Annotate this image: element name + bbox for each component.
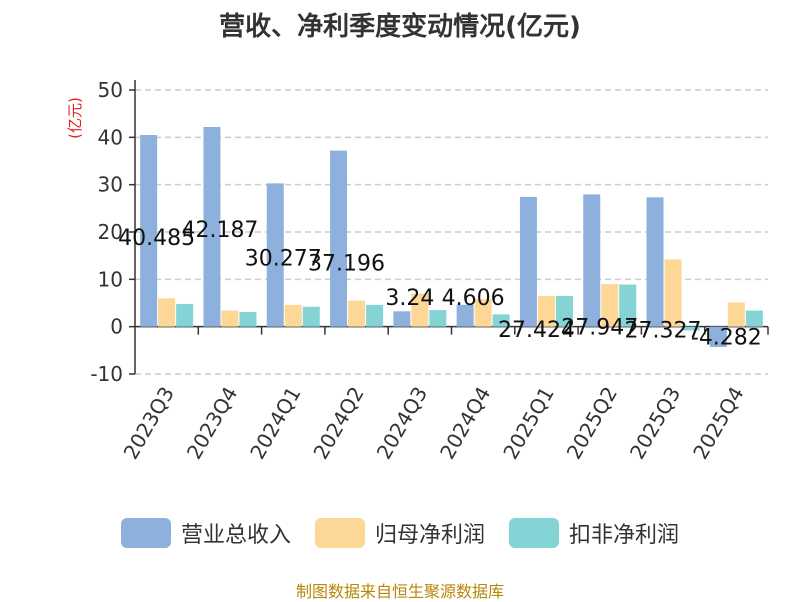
x-tick-label: 2024Q4 (435, 383, 495, 464)
bar-revenue (203, 126, 221, 327)
legend-swatch-deducted-profit (509, 518, 559, 548)
x-tick-label: 2024Q1 (245, 383, 305, 464)
y-axis-label: (亿元) (66, 97, 84, 139)
bar-revenue (140, 135, 158, 327)
y-tick-label: 40 (98, 125, 123, 149)
data-label: 3.24 (385, 286, 434, 311)
bar-net-profit (284, 304, 302, 327)
legend-label-revenue: 营业总收入 (180, 523, 291, 548)
bar-revenue (393, 311, 411, 327)
chart-title: 营收、净利季度变动情况(亿元) (219, 12, 581, 42)
x-tick-label: 2023Q4 (182, 383, 242, 464)
legend-item-revenue[interactable]: 营业总收入 (120, 517, 291, 549)
bar-deducted-profit (366, 304, 384, 327)
data-label: 37.196 (308, 252, 385, 277)
y-tick-label: -10 (90, 362, 123, 386)
bar-deducted-profit (555, 295, 573, 327)
data-label: 4.606 (442, 286, 505, 311)
bar-deducted-profit (239, 311, 257, 327)
legend: 营业总收入 归母净利润 扣非净利润 (0, 517, 800, 549)
bar-revenue (456, 304, 474, 327)
bar-deducted-profit (619, 284, 637, 327)
y-tick-label: 0 (110, 315, 123, 339)
bar-net-profit (158, 298, 176, 327)
legend-label-deducted-profit: 扣非净利润 (569, 523, 680, 548)
data-label: 27.327 (625, 318, 702, 343)
bar-net-profit (664, 259, 682, 327)
bar-deducted-profit (745, 310, 763, 327)
x-tick-label: 2025Q4 (688, 383, 748, 464)
data-label: 40.485 (118, 226, 195, 251)
x-tick-label: 2024Q3 (372, 383, 432, 464)
x-tick-label: 2025Q1 (498, 383, 558, 464)
bar-deducted-profit (429, 310, 447, 327)
y-tick-label: 50 (98, 78, 123, 102)
x-tick-label: 2025Q2 (562, 383, 622, 464)
bar-net-profit (601, 284, 619, 327)
bar-deducted-profit (492, 314, 510, 327)
data-label: -4.282 (691, 326, 762, 351)
legend-label-net-profit: 归母净利润 (374, 523, 485, 548)
bar-net-profit (727, 302, 745, 327)
bar-net-profit (411, 293, 429, 327)
y-tick-label: 30 (98, 173, 123, 197)
data-label: 30.277 (245, 246, 322, 271)
bar-revenue (646, 197, 664, 327)
data-source-note: 制图数据来自恒生聚源数据库 (295, 582, 504, 601)
bar-deducted-profit (176, 303, 194, 327)
legend-swatch-net-profit (314, 518, 365, 548)
bar-net-profit (474, 299, 492, 327)
bar-revenue (519, 196, 537, 327)
bar-deducted-profit (682, 326, 700, 331)
bar-revenue (583, 194, 601, 327)
x-tick-label: 2025Q3 (625, 383, 685, 464)
legend-item-deducted-profit[interactable]: 扣非净利润 (509, 517, 679, 549)
bar-net-profit (537, 295, 555, 327)
bar-revenue (266, 183, 284, 327)
x-tick-label: 2024Q2 (308, 383, 368, 464)
data-label: 42.187 (181, 218, 258, 243)
bar-revenue (330, 150, 348, 327)
bar-net-profit (348, 300, 366, 327)
data-label: 27.424 (498, 318, 575, 343)
bar-deducted-profit (302, 306, 320, 327)
bar-net-profit (221, 310, 239, 327)
y-tick-label: 10 (98, 267, 123, 291)
legend-swatch-revenue (120, 518, 171, 548)
data-label: 27.947 (561, 315, 638, 340)
legend-item-net-profit[interactable]: 归母净利润 (314, 517, 485, 549)
y-tick-label: 20 (98, 220, 123, 244)
x-tick-label: 2023Q3 (119, 383, 179, 464)
bar-revenue (709, 326, 727, 347)
